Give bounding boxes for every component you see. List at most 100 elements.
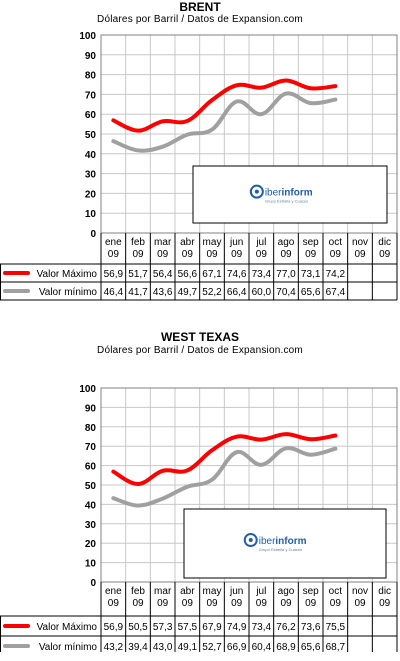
x-tick-label: nov [352, 237, 368, 248]
data-label: 51,7 [128, 269, 148, 280]
x-tick-label-year: 09 [132, 598, 144, 609]
data-label: 74,9 [227, 622, 247, 633]
x-tick-label-year: 09 [206, 598, 218, 609]
x-tick-label: oct [329, 237, 343, 248]
y-tick-label: 100 [79, 31, 96, 42]
x-tick-label: dic [378, 237, 391, 248]
series-line-min [111, 446, 338, 508]
data-label: 39,4 [128, 642, 148, 652]
data-label: 67,1 [202, 269, 222, 280]
x-tick-label-year: 09 [256, 249, 268, 260]
chart-title: BRENT [179, 0, 221, 14]
x-tick-label: jul [255, 237, 266, 248]
x-tick-label-year: 09 [231, 249, 243, 260]
x-tick-label: ene [105, 586, 122, 597]
data-label: 68,9 [276, 642, 296, 652]
data-label: 68,7 [326, 642, 346, 652]
data-label: 43,2 [104, 642, 124, 652]
data-label: 67,9 [202, 622, 222, 633]
x-tick-label: jul [255, 586, 266, 597]
data-label: 76,2 [276, 622, 296, 633]
logo-box [183, 508, 387, 579]
y-tick-label: 20 [85, 539, 97, 550]
data-label: 75,5 [326, 622, 346, 633]
x-tick-label-year: 09 [354, 249, 366, 260]
data-label: 56,6 [178, 269, 198, 280]
series-line-max [111, 432, 338, 487]
data-label: 41,7 [128, 287, 148, 298]
data-label: 73,6 [301, 622, 321, 633]
y-tick-label: 40 [85, 500, 97, 511]
data-label: 46,4 [104, 287, 124, 298]
data-label: 43,0 [153, 642, 173, 652]
data-label: 56,9 [104, 269, 124, 280]
chart-title: WEST TEXAS [160, 330, 239, 344]
y-tick-label: 60 [85, 110, 97, 121]
x-tick-label: may [203, 586, 222, 597]
data-label: 65,6 [301, 287, 321, 298]
x-tick-label-year: 09 [305, 249, 317, 260]
data-label: 77,0 [276, 269, 296, 280]
data-label: 65,6 [301, 642, 321, 652]
x-tick-label: jun [229, 237, 243, 248]
x-tick-label-year: 09 [157, 598, 169, 609]
chart-subtitle: Dólares por Barril / Datos de Expansion.… [97, 14, 303, 25]
x-tick-label: oct [329, 586, 343, 597]
logo-brand: iberinform [259, 536, 307, 547]
y-tick-label: 60 [85, 462, 97, 473]
x-tick-label-year: 09 [379, 598, 391, 609]
logo-brand-b: inform [282, 188, 313, 199]
x-tick-label-year: 09 [206, 249, 218, 260]
data-label: 50,5 [128, 622, 148, 633]
data-label: 52,7 [202, 642, 222, 652]
data-label: 60,4 [252, 642, 272, 652]
x-tick-label: mar [154, 237, 172, 248]
brent-chart: BRENT Dólares por Barril / Datos de Expa… [0, 0, 400, 310]
x-tick-label: dic [378, 586, 391, 597]
data-label: 57,3 [153, 622, 173, 633]
y-tick-label: 50 [85, 481, 97, 492]
x-tick-label-year: 09 [280, 249, 292, 260]
iberinform-logo-icon [243, 533, 258, 548]
data-label: 66,9 [227, 642, 247, 652]
data-label: 52,2 [202, 287, 222, 298]
logo-brand-b: inform [275, 536, 306, 547]
logo-brand: iberinform [265, 188, 313, 199]
data-label: 73,1 [301, 269, 321, 280]
data-label: 73,4 [252, 269, 272, 280]
y-tick-label: 90 [85, 403, 97, 414]
logo-brand-a: iber [259, 536, 276, 547]
y-tick-label: 80 [85, 423, 97, 434]
series-line-max [111, 78, 338, 133]
x-tick-label: abr [180, 586, 195, 597]
data-label: 66,4 [227, 287, 247, 298]
west-texas-chart: WEST TEXAS Dólares por Barril / Datos de… [0, 322, 400, 652]
data-label: 56,4 [153, 269, 173, 280]
data-label: 49,7 [178, 287, 198, 298]
y-tick-label: 40 [85, 150, 97, 161]
logo-brand-a: iber [265, 188, 282, 199]
iberinform-logo-icon [249, 184, 264, 199]
y-tick-label: 10 [85, 559, 97, 570]
legend-label: Valor mínimo [39, 287, 98, 298]
x-tick-label-year: 09 [182, 598, 194, 609]
x-tick-label-year: 09 [231, 598, 243, 609]
x-tick-label: sep [303, 586, 320, 597]
y-tick-label: 0 [90, 229, 96, 240]
x-tick-label-year: 09 [132, 249, 144, 260]
y-tick-label: 20 [85, 189, 97, 200]
logo-box [192, 165, 388, 224]
y-tick-label: 70 [85, 442, 97, 453]
x-tick-label: ene [105, 237, 122, 248]
x-tick-label: abr [180, 237, 195, 248]
x-tick-label: feb [131, 237, 145, 248]
data-label: 56,9 [104, 622, 124, 633]
x-tick-label-year: 09 [305, 598, 317, 609]
y-tick-label: 0 [90, 578, 96, 589]
chart-subtitle: Dólares por Barril / Datos de Expansion.… [97, 345, 303, 356]
y-tick-label: 70 [85, 90, 97, 101]
x-tick-label-year: 09 [354, 598, 366, 609]
x-tick-label-year: 09 [182, 249, 194, 260]
legend-label: Valor Máximo [37, 269, 98, 280]
